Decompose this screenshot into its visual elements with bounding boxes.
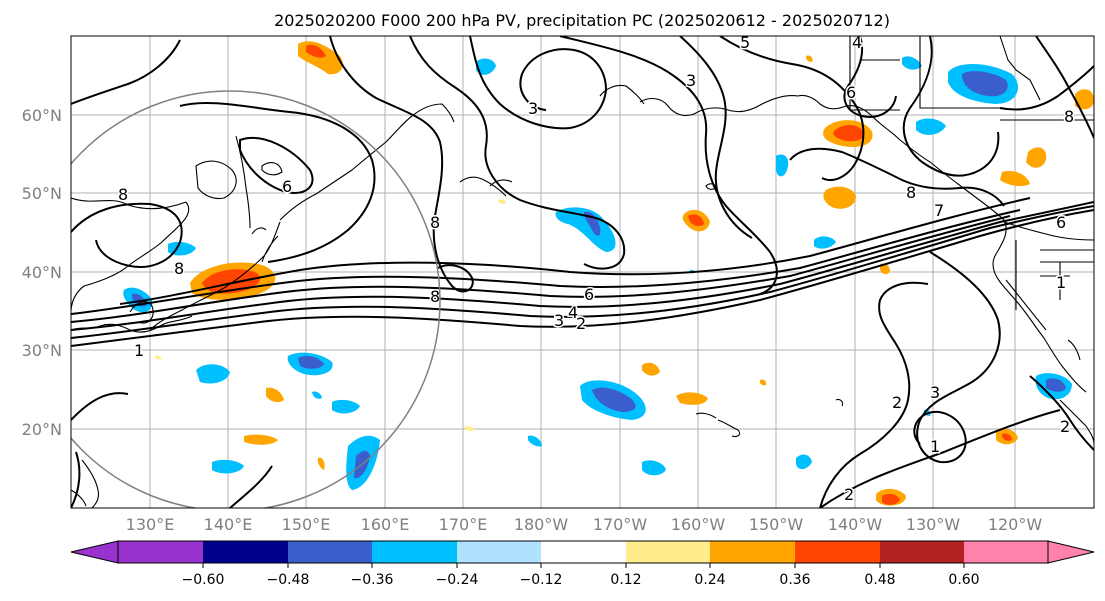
- colorbar-segment: [288, 541, 372, 563]
- pv-label: 1: [1056, 273, 1066, 292]
- pv-contour-jet-3: [71, 201, 1094, 331]
- colorbar: −0.60 −0.48 −0.36 −0.24 −0.12 0.12 0.24 …: [70, 540, 1095, 588]
- precip-negative-shading: [123, 56, 1072, 490]
- pv-label: 3: [930, 383, 940, 402]
- pv-contour-jet-5: [71, 209, 1021, 315]
- lat-label: 50°N: [22, 184, 62, 203]
- lon-label: 170°E: [439, 515, 488, 534]
- longitude-labels: 130°E 140°E 150°E 160°E 170°E 180°W 170°…: [126, 515, 1043, 534]
- lon-label: 160°W: [671, 515, 726, 534]
- precip-positive-shading: [155, 41, 1094, 506]
- pv-label: 8: [174, 259, 184, 278]
- figure-title: 2025020200 F000 200 hPa PV, precipitatio…: [274, 11, 890, 30]
- pv-label: 6: [584, 285, 594, 304]
- lon-label: 180°W: [514, 515, 569, 534]
- pv-label: 3: [528, 99, 538, 118]
- pv-label: 8: [118, 185, 128, 204]
- pv-label: 6: [1056, 213, 1066, 232]
- lat-label: 20°N: [22, 420, 62, 439]
- colorbar-segment: [880, 541, 964, 563]
- colorbar-tick-label: 0.48: [864, 572, 895, 588]
- colorbar-tick-label: −0.60: [182, 572, 225, 588]
- pv-contour-jet-6: [119, 197, 1031, 305]
- pv-label: 8: [430, 287, 440, 306]
- colorbar-segment: [372, 541, 457, 563]
- colorbar-under-arrow: [70, 540, 119, 564]
- lon-label: 140°W: [828, 515, 883, 534]
- colorbar-tick-label: 0.12: [610, 572, 641, 588]
- pv-label: 1: [930, 437, 940, 456]
- colorbar-segment: [541, 541, 626, 563]
- colorbar-segment: [118, 541, 203, 563]
- colorbar-segment: [964, 541, 1048, 563]
- pv-label: 6: [282, 177, 292, 196]
- colorbar-ticks: [202, 563, 965, 568]
- pv-label: 8: [430, 213, 440, 232]
- pv-contour-jet-4: [71, 215, 1011, 323]
- pv-label: 7: [934, 201, 944, 220]
- lon-label: 130°E: [126, 515, 175, 534]
- lat-label: 30°N: [22, 341, 62, 360]
- pv-label: 2: [1060, 417, 1070, 436]
- colorbar-segment: [626, 541, 710, 563]
- lat-label: 60°N: [22, 106, 62, 125]
- radius-circle: [71, 90, 441, 508]
- colorbar-frame: [117, 540, 1049, 564]
- colorbar-tick-label: −0.48: [267, 572, 310, 588]
- lon-label: 140°E: [204, 515, 253, 534]
- lon-label: 130°W: [906, 515, 961, 534]
- lon-label: 150°E: [282, 515, 331, 534]
- pv-label: 4: [568, 303, 578, 322]
- colorbar-tick-label: −0.36: [351, 572, 394, 588]
- pv-label: 2: [576, 314, 586, 333]
- colorbar-tick-label: −0.24: [436, 572, 479, 588]
- pv-label: 5: [740, 33, 750, 52]
- pv-label: 1: [134, 341, 144, 360]
- pv-contour-jet-1: [71, 209, 1094, 347]
- lat-label: 40°N: [22, 263, 62, 282]
- pv-contours: [71, 36, 1094, 508]
- pv-contour-labels: 8 6 8 8 8 3 4 3 2 1 6 3 8 7 6 1 3 2 1 2 …: [117, 33, 1076, 506]
- lon-label: 170°W: [593, 515, 648, 534]
- pv-label: 8: [906, 183, 916, 202]
- colorbar-segment: [457, 541, 541, 563]
- colorbar-tick-label: −0.12: [520, 572, 563, 588]
- latitude-labels: 60°N 50°N 40°N 30°N 20°N: [22, 106, 62, 439]
- colorbar-segment: [203, 541, 288, 563]
- map-frame: [70, 35, 1095, 509]
- pv-label: 2: [892, 393, 902, 412]
- pv-label: 3: [686, 71, 696, 90]
- colorbar-tick-label: 0.60: [948, 572, 979, 588]
- lon-label: 120°W: [988, 515, 1043, 534]
- pv-label: 4: [852, 33, 862, 52]
- pv-label: 2: [844, 485, 854, 504]
- colorbar-over-arrow: [1047, 540, 1095, 564]
- map-area: 8 6 8 8 8 3 4 3 2 1 6 3 8 7 6 1 3 2 1 2 …: [71, 33, 1094, 508]
- pv-label: 3: [554, 311, 564, 330]
- colorbar-tick-label: 0.24: [694, 572, 725, 588]
- colorbar-tick-label: 0.36: [779, 572, 810, 588]
- pv-label: 8: [1064, 107, 1074, 126]
- pv-contour-jet-2: [71, 205, 1094, 339]
- lon-label: 160°E: [361, 515, 410, 534]
- colorbar-segment: [795, 541, 880, 563]
- lon-label: 150°W: [749, 515, 804, 534]
- colorbar-segment: [710, 541, 795, 563]
- pv-label: 6: [846, 83, 856, 102]
